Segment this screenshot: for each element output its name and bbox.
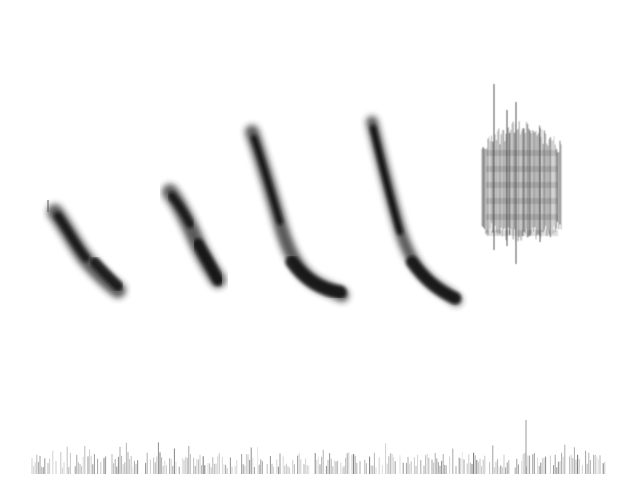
noise-floor bbox=[31, 420, 606, 474]
syllable-1 bbox=[47, 200, 126, 298]
syllable-2 bbox=[162, 184, 226, 288]
syllable-3 bbox=[245, 125, 349, 302]
syllable-4 bbox=[366, 116, 462, 306]
syllable-5 bbox=[481, 84, 562, 264]
